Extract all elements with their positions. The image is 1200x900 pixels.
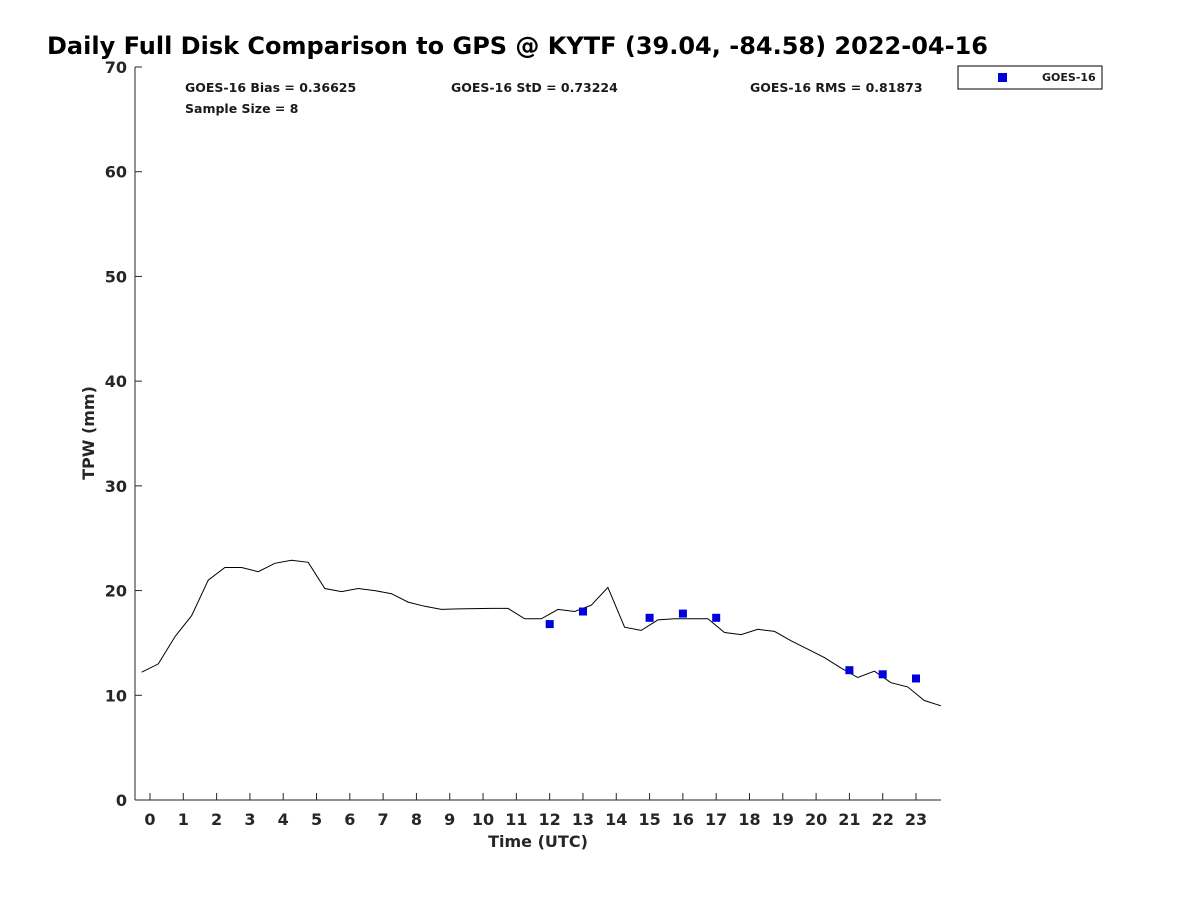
x-tick-label: 1 [178,810,189,829]
x-axis: 0 1 2 3 4 5 6 7 8 9 10 11 12 13 14 15 16 17 18 19 20 21 22 23 [135,793,941,829]
x-tick-label: 6 [344,810,355,829]
legend-marker-goes-16 [998,73,1007,82]
x-tick-label: 0 [144,810,155,829]
x-tick-label: 8 [411,810,422,829]
chart-title: Daily Full Disk Comparison to GPS @ KYTF… [47,32,988,60]
goes-16-point [878,670,887,679]
stat-std: GOES-16 StD = 0.73224 [451,80,618,95]
x-tick-label: 7 [378,810,389,829]
y-tick-label: 0 [116,791,127,810]
goes-16-point [545,620,554,629]
goes-16-point [579,607,587,616]
x-axis-title: Time (UTC) [488,832,588,851]
gps-tpw-line [141,559,942,707]
x-tick-label: 23 [905,810,927,829]
x-tick-label: 16 [672,810,694,829]
x-tick-label: 18 [738,810,760,829]
stat-sample-size: Sample Size = 8 [185,101,298,116]
y-tick-label: 30 [105,477,127,496]
goes-16-point [645,613,654,622]
x-tick-label: 17 [705,810,727,829]
x-tick-label: 14 [605,810,627,829]
goes-16-point [845,666,854,675]
x-tick-label: 15 [638,810,660,829]
x-tick-label: 2 [211,810,222,829]
y-tick-label: 10 [105,686,127,705]
x-tick-label: 22 [872,810,894,829]
series-layer [141,559,942,707]
y-axis-title: TPW (mm) [79,386,98,480]
y-tick-label: 70 [105,58,127,77]
x-tick-label: 5 [311,810,322,829]
legend-box [957,65,1103,90]
y-tick-label: 40 [105,372,127,391]
goes-16-point [912,674,920,683]
goes-16-point [712,613,721,622]
y-tick-label: 60 [105,163,127,182]
legend-label-goes-16: GOES-16 [1042,71,1096,84]
x-tick-label: 4 [278,810,289,829]
x-tick-label: 12 [539,810,561,829]
x-tick-label: 19 [772,810,794,829]
legend: GOES-16 [957,65,1103,90]
x-tick-label: 20 [805,810,827,829]
x-tick-label: 21 [838,810,860,829]
x-tick-label: 3 [244,810,255,829]
y-axis: 0 10 20 30 40 50 60 70 [105,58,142,810]
x-tick-label: 10 [472,810,494,829]
x-tick-label: 11 [505,810,527,829]
x-tick-label: 9 [444,810,455,829]
stat-bias: GOES-16 Bias = 0.36625 [185,80,356,95]
x-tick-label: 13 [572,810,594,829]
stat-rms: GOES-16 RMS = 0.81873 [750,80,923,95]
y-tick-label: 50 [105,267,127,286]
y-tick-label: 20 [105,582,127,601]
goes-16-point [678,609,687,618]
